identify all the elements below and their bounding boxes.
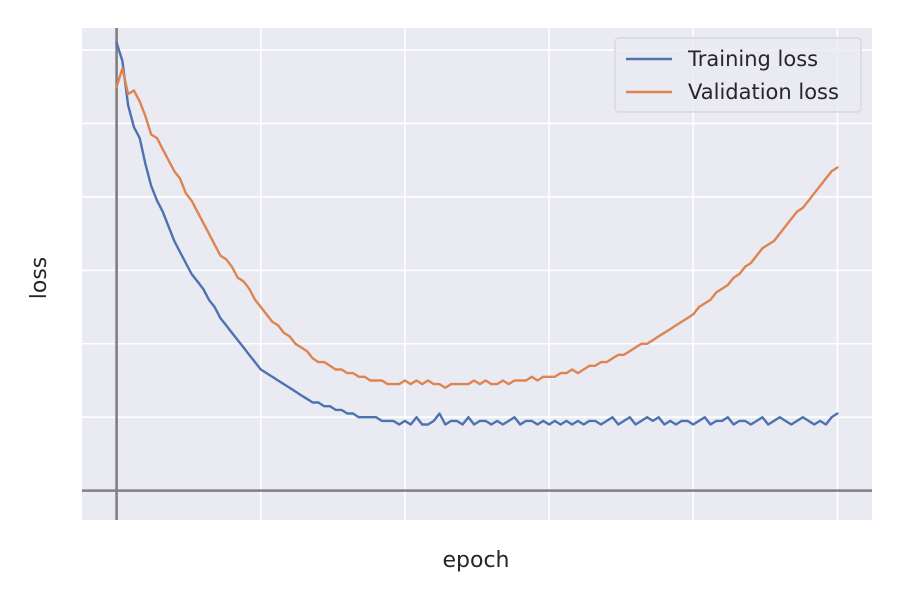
y-axis-label: loss bbox=[27, 257, 52, 300]
legend-label: Training loss bbox=[687, 47, 818, 71]
legend-label: Validation loss bbox=[688, 80, 839, 104]
legend-box bbox=[614, 37, 862, 113]
x-axis-label: epoch bbox=[443, 548, 510, 573]
series-line-validation-loss bbox=[115, 67, 839, 389]
series-line-training-loss bbox=[115, 41, 839, 426]
